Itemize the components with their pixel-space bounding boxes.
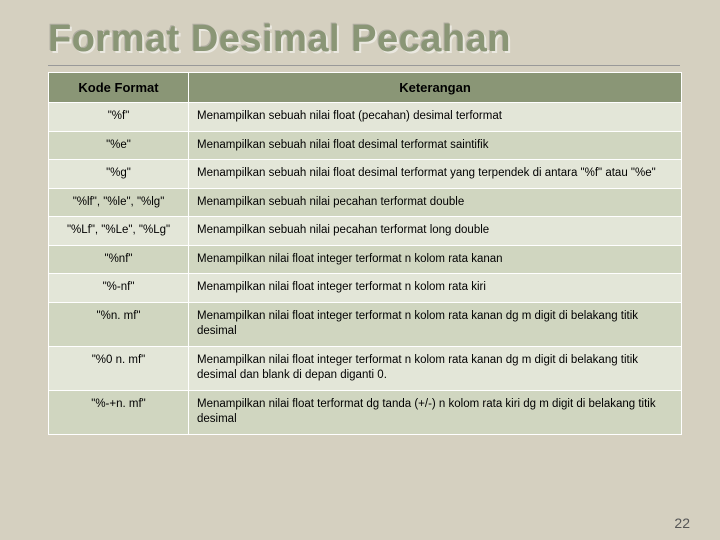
header-keterangan: Keterangan (189, 73, 682, 103)
cell-desc: Menampilkan sebuah nilai float desimal t… (189, 160, 682, 189)
cell-code: "%-nf" (49, 274, 189, 303)
cell-desc: Menampilkan sebuah nilai float (pecahan)… (189, 103, 682, 132)
cell-code: "%-+n. mf" (49, 390, 189, 434)
cell-code: "%f" (49, 103, 189, 132)
cell-code: "%nf" (49, 245, 189, 274)
format-table: Kode Format Keterangan "%f" Menampilkan … (48, 72, 682, 435)
table-container: Kode Format Keterangan "%f" Menampilkan … (0, 72, 720, 435)
cell-code: "%g" (49, 160, 189, 189)
cell-code: "%lf", "%le", "%lg" (49, 188, 189, 217)
table-row: "%g" Menampilkan sebuah nilai float desi… (49, 160, 682, 189)
title-divider (48, 65, 680, 66)
cell-desc: Menampilkan nilai float integer terforma… (189, 274, 682, 303)
table-row: "%e" Menampilkan sebuah nilai float desi… (49, 131, 682, 160)
cell-desc: Menampilkan sebuah nilai pecahan terform… (189, 217, 682, 246)
cell-code: "%n. mf" (49, 302, 189, 346)
table-row: "%-nf" Menampilkan nilai float integer t… (49, 274, 682, 303)
table-row: "%0 n. mf" Menampilkan nilai float integ… (49, 346, 682, 390)
page-number: 22 (674, 515, 690, 531)
cell-desc: Menampilkan nilai float integer terforma… (189, 245, 682, 274)
cell-code: "%0 n. mf" (49, 346, 189, 390)
table-row: "%n. mf" Menampilkan nilai float integer… (49, 302, 682, 346)
cell-desc: Menampilkan nilai float integer terforma… (189, 346, 682, 390)
table-row: "%Lf", "%Le", "%Lg" Menampilkan sebuah n… (49, 217, 682, 246)
table-row: "%lf", "%le", "%lg" Menampilkan sebuah n… (49, 188, 682, 217)
cell-code: "%Lf", "%Le", "%Lg" (49, 217, 189, 246)
table-row: "%-+n. mf" Menampilkan nilai float terfo… (49, 390, 682, 434)
cell-desc: Menampilkan sebuah nilai float desimal t… (189, 131, 682, 160)
table-row: "%nf" Menampilkan nilai float integer te… (49, 245, 682, 274)
cell-desc: Menampilkan nilai float terformat dg tan… (189, 390, 682, 434)
table-row: "%f" Menampilkan sebuah nilai float (pec… (49, 103, 682, 132)
page-title: Format Desimal Pecahan (0, 0, 720, 65)
header-kode-format: Kode Format (49, 73, 189, 103)
cell-code: "%e" (49, 131, 189, 160)
table-header-row: Kode Format Keterangan (49, 73, 682, 103)
cell-desc: Menampilkan nilai float integer terforma… (189, 302, 682, 346)
cell-desc: Menampilkan sebuah nilai pecahan terform… (189, 188, 682, 217)
